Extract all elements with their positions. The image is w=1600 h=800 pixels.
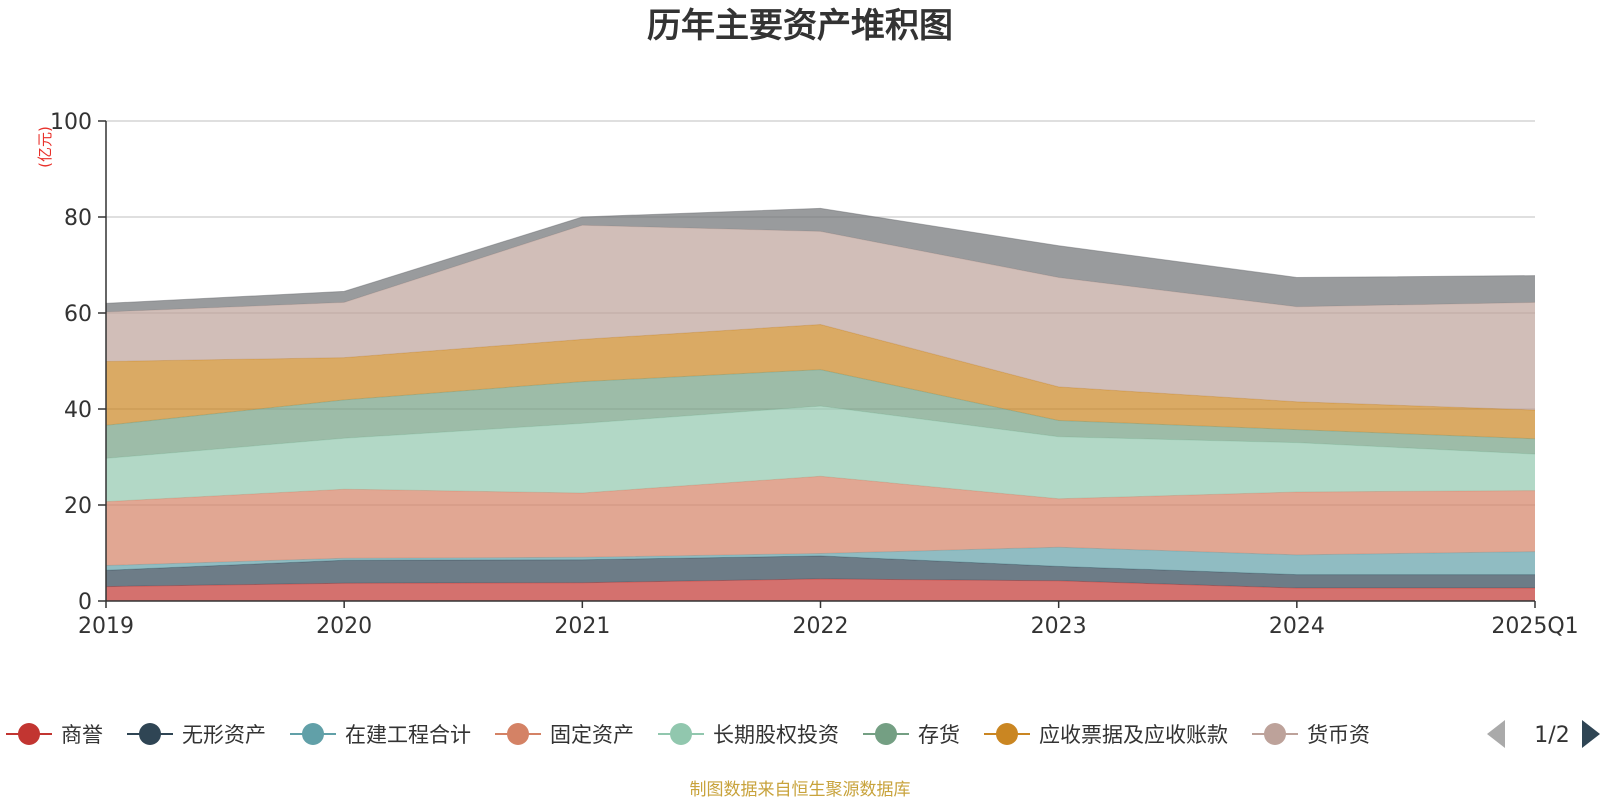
legend-label: 长期股权投资: [713, 723, 839, 747]
legend-dot-icon: [996, 723, 1018, 745]
area-series-4[interactable]: [106, 476, 1535, 566]
legend-dot-icon: [875, 723, 897, 745]
legend-item-5[interactable]: 长期股权投资: [658, 723, 839, 747]
legend-label: 无形资产: [182, 723, 266, 747]
legend-prev-page-icon[interactable]: [1487, 720, 1505, 748]
chart-title: 历年主要资产堆积图: [647, 6, 953, 46]
x-tick-label: 2022: [793, 614, 849, 639]
y-axis-unit: (亿元): [36, 126, 54, 168]
area-series-2[interactable]: [106, 555, 1535, 588]
area-series-7[interactable]: [106, 324, 1535, 439]
x-tick-label: 2023: [1031, 614, 1087, 639]
legend-item-3[interactable]: 在建工程合计: [290, 723, 471, 747]
legend-item-8[interactable]: 货币资: [1252, 723, 1370, 747]
legend-item-7[interactable]: 应收票据及应收账款: [984, 723, 1228, 747]
data-source-note: 制图数据来自恒生聚源数据库: [690, 780, 911, 800]
legend-next-page-icon[interactable]: [1582, 720, 1600, 748]
legend-label: 货币资: [1307, 723, 1370, 747]
y-tick-label: 100: [50, 110, 92, 135]
legend-label: 存货: [918, 723, 960, 747]
legend-item-1[interactable]: 商誉: [6, 723, 103, 747]
y-tick-label: 80: [64, 206, 92, 231]
legend-dot-icon: [507, 723, 529, 745]
x-tick-label: 2019: [78, 614, 134, 639]
area-series-3[interactable]: [106, 547, 1535, 575]
legend-dot-icon: [670, 723, 692, 745]
legend-label: 在建工程合计: [345, 723, 471, 747]
legend: 商誉 无形资产 在建工程合计 固定资产 长期股权投资 存货 应收票据及应收账款 货币资 1/2: [6, 720, 1600, 748]
legend-dot-icon: [18, 723, 40, 745]
legend-item-2[interactable]: 无形资产: [127, 723, 266, 747]
y-tick-label: 40: [64, 398, 92, 423]
x-tick-label: 2020: [316, 614, 372, 639]
x-tick-label: 2025Q1: [1491, 614, 1578, 639]
legend-item-6[interactable]: 存货: [863, 723, 960, 747]
x-tick-label: 2024: [1269, 614, 1325, 639]
y-tick-label: 60: [64, 302, 92, 327]
area-series-9[interactable]: [106, 208, 1535, 312]
legend-label: 应收票据及应收账款: [1039, 723, 1228, 747]
axes: 0 20 40 60 80 100 2019 2020 2021 2022 2023 2024 2025…: [50, 110, 1579, 639]
y-tick-label: 0: [78, 590, 92, 615]
legend-dot-icon: [1264, 723, 1286, 745]
area-series-6[interactable]: [106, 369, 1535, 459]
legend-dot-icon: [302, 723, 324, 745]
legend-page-indicator: 1/2: [1534, 723, 1569, 748]
area-series-8[interactable]: [106, 225, 1535, 410]
x-tick-label: 2021: [554, 614, 610, 639]
legend-item-4[interactable]: 固定资产: [495, 723, 634, 747]
y-tick-label: 20: [64, 494, 92, 519]
area-series-5[interactable]: [106, 406, 1535, 502]
area-series: [105, 207, 1536, 601]
legend-label: 商誉: [61, 723, 103, 747]
area-series-edge-9: [105, 207, 1536, 304]
legend-label: 固定资产: [550, 723, 634, 747]
legend-dot-icon: [139, 723, 161, 745]
